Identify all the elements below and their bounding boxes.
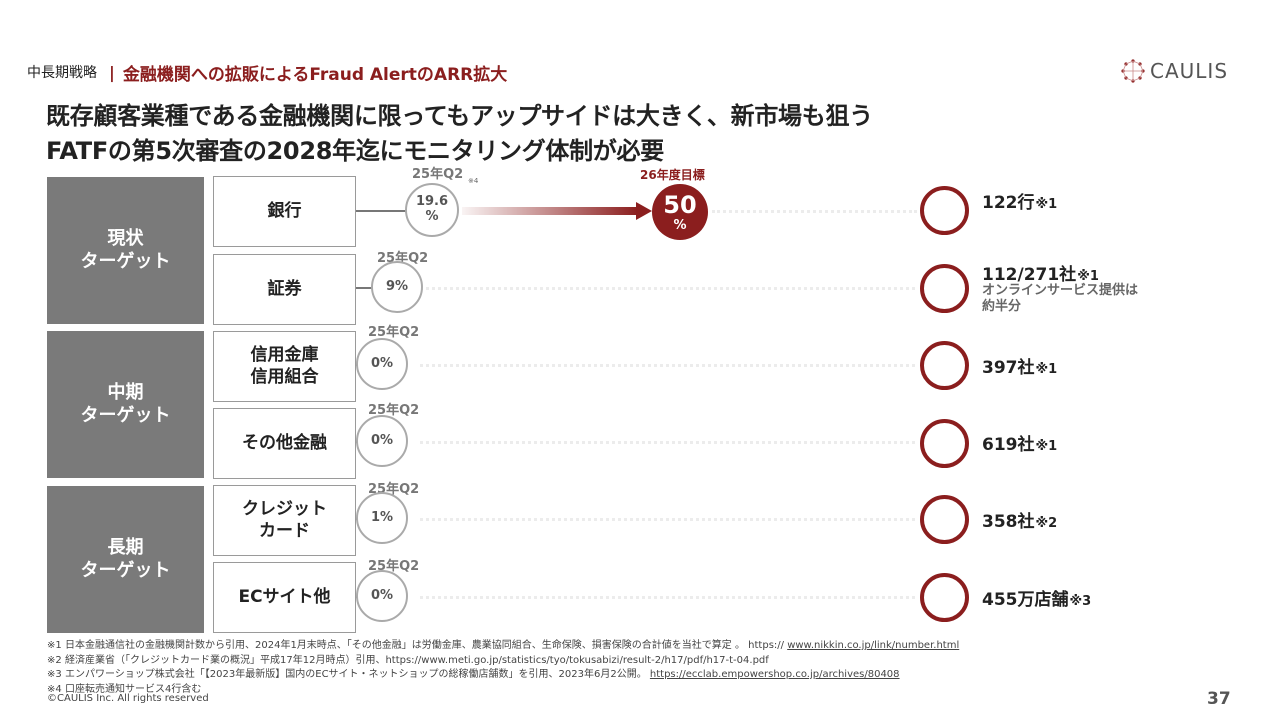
footnote-label: ※3 bbox=[47, 669, 62, 680]
footnote-label: ※1 bbox=[47, 640, 62, 651]
market-ring bbox=[920, 495, 969, 544]
group-current-target: 現状 ターゲット bbox=[47, 177, 204, 324]
copyright: ©CAULIS Inc. All rights reserved bbox=[47, 693, 209, 704]
footnote: ※3 エンパワーショップ株式会社「【2023年最新版】国内のECサイト・ネットショ… bbox=[47, 668, 959, 683]
caulis-logo-mark-icon bbox=[1121, 59, 1145, 83]
group-long-term-target: 長期 ターゲット bbox=[47, 486, 204, 633]
share-circle-other-finance: 0% bbox=[356, 415, 408, 467]
share-value: 0% bbox=[370, 432, 394, 448]
market-count-securities: 112/271社※1 bbox=[982, 260, 1099, 285]
category-label: 銀行 bbox=[267, 200, 302, 221]
group-label: 現状 ターゲット bbox=[80, 228, 171, 272]
count-note: ※1 bbox=[1035, 439, 1058, 454]
footnote-label: ※2 bbox=[47, 654, 62, 666]
period-label: 25年Q2 bbox=[368, 325, 420, 340]
share-circle-bank: 19.6 % bbox=[405, 183, 459, 237]
dotted-guide bbox=[420, 364, 915, 367]
footnote-text: 日本金融通信社の金融機関計数から引用、2024年1月末時点、「その他金融」は労働… bbox=[65, 640, 788, 651]
share-circle-securities: 9% bbox=[371, 261, 423, 313]
footnote-marker: ※4 bbox=[468, 177, 479, 185]
share-value: 9% bbox=[385, 278, 409, 294]
group-mid-term-target: 中期 ターゲット bbox=[47, 331, 204, 478]
share-value: 0% bbox=[370, 355, 394, 371]
market-count-ec-site: 455万店舗※3 bbox=[982, 585, 1091, 610]
group-label: 長期 ターゲット bbox=[80, 537, 171, 581]
market-count-bank: 122行※1 bbox=[982, 188, 1057, 213]
period-label: 25年Q2 bbox=[412, 167, 464, 182]
category-label: 証券 bbox=[267, 278, 302, 299]
count-value: 455万店舗 bbox=[982, 590, 1069, 610]
category-other-finance: その他金融 bbox=[213, 408, 356, 479]
footnote: ※2 経済産業省（「クレジットカード業の概況」平成17年12月時点）引用、http… bbox=[47, 654, 959, 669]
footnote-link[interactable]: www.nikkin.co.jp/link/number.html bbox=[787, 640, 960, 651]
target-circle: 50 % bbox=[652, 184, 708, 240]
breadcrumb-section: 中長期戦略 bbox=[27, 65, 97, 81]
market-ring bbox=[920, 419, 969, 468]
headline-line-2: FATFの第5次審査の2028年迄にモニタリング体制が必要 bbox=[46, 137, 664, 165]
count-value: 619社 bbox=[982, 435, 1035, 455]
count-note: ※2 bbox=[1035, 516, 1058, 531]
category-bank: 銀行 bbox=[213, 176, 356, 247]
category-label: ECサイト他 bbox=[238, 586, 331, 607]
footnote-text: エンパワーショップ株式会社「【2023年最新版】国内のECサイト・ネットショップ… bbox=[65, 669, 650, 680]
market-count-shinkin: 397社※1 bbox=[982, 353, 1057, 378]
connector-line bbox=[356, 210, 406, 212]
securities-sub-note: オンラインサービス提供は 約半分 bbox=[982, 283, 1139, 314]
category-label: 信用金庫 信用組合 bbox=[250, 345, 319, 387]
dotted-guide bbox=[420, 441, 915, 444]
share-circle-shinkin: 0% bbox=[356, 338, 408, 390]
category-shinkin: 信用金庫 信用組合 bbox=[213, 331, 356, 402]
target-value: 50 bbox=[663, 190, 697, 219]
breadcrumb-separator: | bbox=[109, 62, 115, 82]
dotted-guide bbox=[420, 518, 915, 521]
footnote-text: 経済産業省（「クレジットカード業の概況」平成17年12月時点）引用、https:… bbox=[65, 654, 769, 666]
market-count-other-finance: 619社※1 bbox=[982, 430, 1057, 455]
market-ring bbox=[920, 264, 969, 313]
market-ring bbox=[920, 186, 969, 235]
category-ec-site: ECサイト他 bbox=[213, 562, 356, 633]
market-count-credit-card: 358社※2 bbox=[982, 507, 1057, 532]
count-note: ※3 bbox=[1069, 594, 1092, 609]
footnotes: ※1 日本金融通信社の金融機関計数から引用、2024年1月末時点、「その他金融」は… bbox=[47, 639, 959, 697]
page-number: 37 bbox=[1207, 689, 1231, 709]
target-unit: % bbox=[673, 217, 687, 233]
caulis-logo: CAULIS bbox=[1120, 56, 1228, 86]
count-note: ※1 bbox=[1077, 269, 1099, 284]
footnote-text: 口座転売通知サービス4行含む bbox=[65, 683, 202, 695]
target-label: 26年度目標 bbox=[640, 168, 705, 182]
category-label: クレジット カード bbox=[242, 499, 327, 541]
count-note: ※1 bbox=[1035, 197, 1058, 212]
breadcrumb: 中長期戦略 | 金融機関への拡販によるFraud AlertのARR拡大 bbox=[27, 60, 508, 85]
share-value: 19.6 % bbox=[415, 194, 449, 224]
breadcrumb-topic: 金融機関への拡販によるFraud AlertのARR拡大 bbox=[122, 64, 508, 85]
category-label: その他金融 bbox=[242, 432, 327, 453]
dotted-guide bbox=[712, 210, 917, 213]
count-value: 397社 bbox=[982, 358, 1035, 378]
share-circle-ec-site: 0% bbox=[356, 570, 408, 622]
count-value: 112/271社 bbox=[982, 265, 1077, 285]
count-note: ※1 bbox=[1035, 362, 1058, 377]
period-label: 25年Q2 bbox=[368, 403, 420, 418]
market-ring bbox=[920, 573, 969, 622]
headline-line-1: 既存顧客業種である金融機関に限ってもアップサイドは大きく、新市場も狙う bbox=[46, 102, 873, 130]
category-securities: 証券 bbox=[213, 254, 356, 325]
footnote: ※1 日本金融通信社の金融機関計数から引用、2024年1月末時点、「その他金融」は… bbox=[47, 639, 959, 654]
dotted-guide bbox=[420, 287, 915, 290]
group-label: 中期 ターゲット bbox=[80, 382, 171, 426]
growth-arrow-icon bbox=[462, 202, 652, 220]
share-value: 0% bbox=[370, 587, 394, 603]
share-circle-credit-card: 1% bbox=[356, 492, 408, 544]
footnote-link[interactable]: https://ecclab.empowershop.co.jp/archive… bbox=[649, 669, 900, 680]
footnote-label: ※4 bbox=[47, 683, 62, 695]
share-value: 1% bbox=[370, 509, 394, 525]
market-ring bbox=[920, 341, 969, 390]
footnote: ※4 口座転売通知サービス4行含む bbox=[47, 683, 959, 698]
category-credit-card: クレジット カード bbox=[213, 485, 356, 556]
logo-text: CAULIS bbox=[1150, 59, 1229, 83]
dotted-guide bbox=[420, 596, 915, 599]
count-value: 358社 bbox=[982, 512, 1035, 532]
count-value: 122行 bbox=[982, 193, 1035, 213]
